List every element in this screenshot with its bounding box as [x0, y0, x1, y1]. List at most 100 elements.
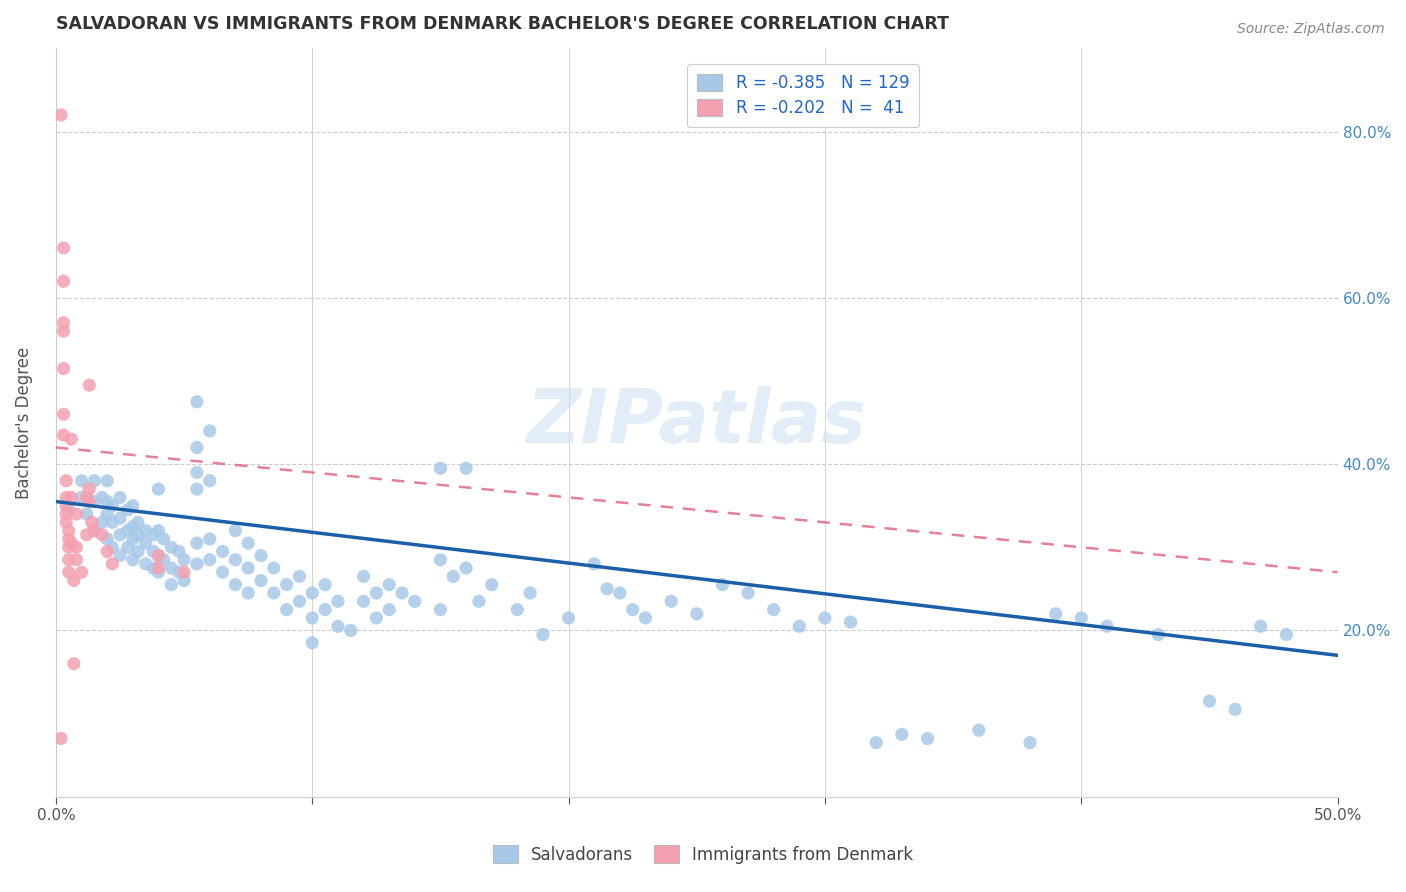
Point [58, 541, 80, 555]
Point [198, 424, 221, 438]
Point [148, 482, 170, 496]
Point [91, 491, 114, 505]
Point [52, 324, 75, 338]
Point [52, 274, 75, 288]
Point [814, 611, 837, 625]
Point [52, 316, 75, 330]
Point [55, 516, 77, 530]
Point [263, 586, 285, 600]
Point [429, 553, 451, 567]
Point [366, 611, 388, 625]
Point [301, 586, 323, 600]
Text: SALVADORAN VS IMMIGRANTS FROM DENMARK BACHELOR'S DEGREE CORRELATION CHART: SALVADORAN VS IMMIGRANTS FROM DENMARK BA… [56, 15, 949, 33]
Legend: Salvadorans, Immigrants from Denmark: Salvadorans, Immigrants from Denmark [486, 838, 920, 871]
Point [583, 557, 606, 571]
Point [314, 602, 336, 616]
Point [506, 602, 529, 616]
Point [429, 602, 451, 616]
Point [160, 541, 183, 555]
Point [326, 594, 349, 608]
Point [839, 615, 862, 629]
Point [238, 536, 260, 550]
Point [917, 731, 939, 746]
Point [80, 516, 103, 530]
Point [148, 561, 170, 575]
Point [117, 541, 139, 555]
Point [96, 544, 118, 558]
Point [63, 657, 86, 671]
Point [58, 565, 80, 579]
Point [276, 577, 298, 591]
Point [55, 491, 77, 505]
Legend: R = -0.385   N = 129, R = -0.202   N =  41: R = -0.385 N = 129, R = -0.202 N = 41 [688, 64, 920, 128]
Point [101, 541, 124, 555]
Point [55, 474, 77, 488]
Point [160, 561, 183, 575]
Point [1019, 736, 1042, 750]
Point [60, 432, 83, 446]
Point [101, 516, 124, 530]
Point [167, 565, 190, 579]
Point [557, 611, 579, 625]
Point [117, 524, 139, 538]
Point [263, 561, 285, 575]
Point [60, 536, 83, 550]
Point [101, 499, 124, 513]
Point [224, 553, 246, 567]
Point [1045, 607, 1067, 621]
Point [63, 574, 86, 588]
Point [70, 565, 93, 579]
Point [737, 586, 759, 600]
Point [596, 582, 619, 596]
Point [441, 569, 464, 583]
Point [65, 541, 87, 555]
Point [160, 577, 183, 591]
Point [211, 565, 233, 579]
Point [224, 524, 246, 538]
Point [762, 602, 785, 616]
Point [1147, 627, 1170, 641]
Point [186, 482, 208, 496]
Point [127, 544, 149, 558]
Point [454, 561, 477, 575]
Point [148, 549, 170, 563]
Point [186, 466, 208, 480]
Point [167, 544, 190, 558]
Point [58, 524, 80, 538]
Point [76, 491, 98, 505]
Point [967, 723, 990, 738]
Point [468, 594, 491, 608]
Y-axis label: Bachelor's Degree: Bachelor's Degree [15, 346, 32, 499]
Point [52, 428, 75, 442]
Text: ZIPatlas: ZIPatlas [527, 386, 866, 459]
Point [52, 361, 75, 376]
Point [454, 461, 477, 475]
Point [77, 378, 100, 392]
Point [58, 553, 80, 567]
Point [276, 602, 298, 616]
Point [58, 503, 80, 517]
Point [91, 528, 114, 542]
Point [288, 569, 311, 583]
Point [108, 549, 131, 563]
Point [83, 474, 105, 488]
Point [224, 577, 246, 591]
Point [1198, 694, 1220, 708]
Point [659, 594, 682, 608]
Point [250, 574, 273, 588]
Point [173, 574, 195, 588]
Point [83, 524, 105, 538]
Point [83, 524, 105, 538]
Point [198, 553, 221, 567]
Point [49, 108, 72, 122]
Point [127, 516, 149, 530]
Point [70, 491, 93, 505]
Point [301, 611, 323, 625]
Point [148, 524, 170, 538]
Point [519, 586, 541, 600]
Point [404, 594, 426, 608]
Point [101, 557, 124, 571]
Point [353, 569, 375, 583]
Point [173, 565, 195, 579]
Point [621, 602, 644, 616]
